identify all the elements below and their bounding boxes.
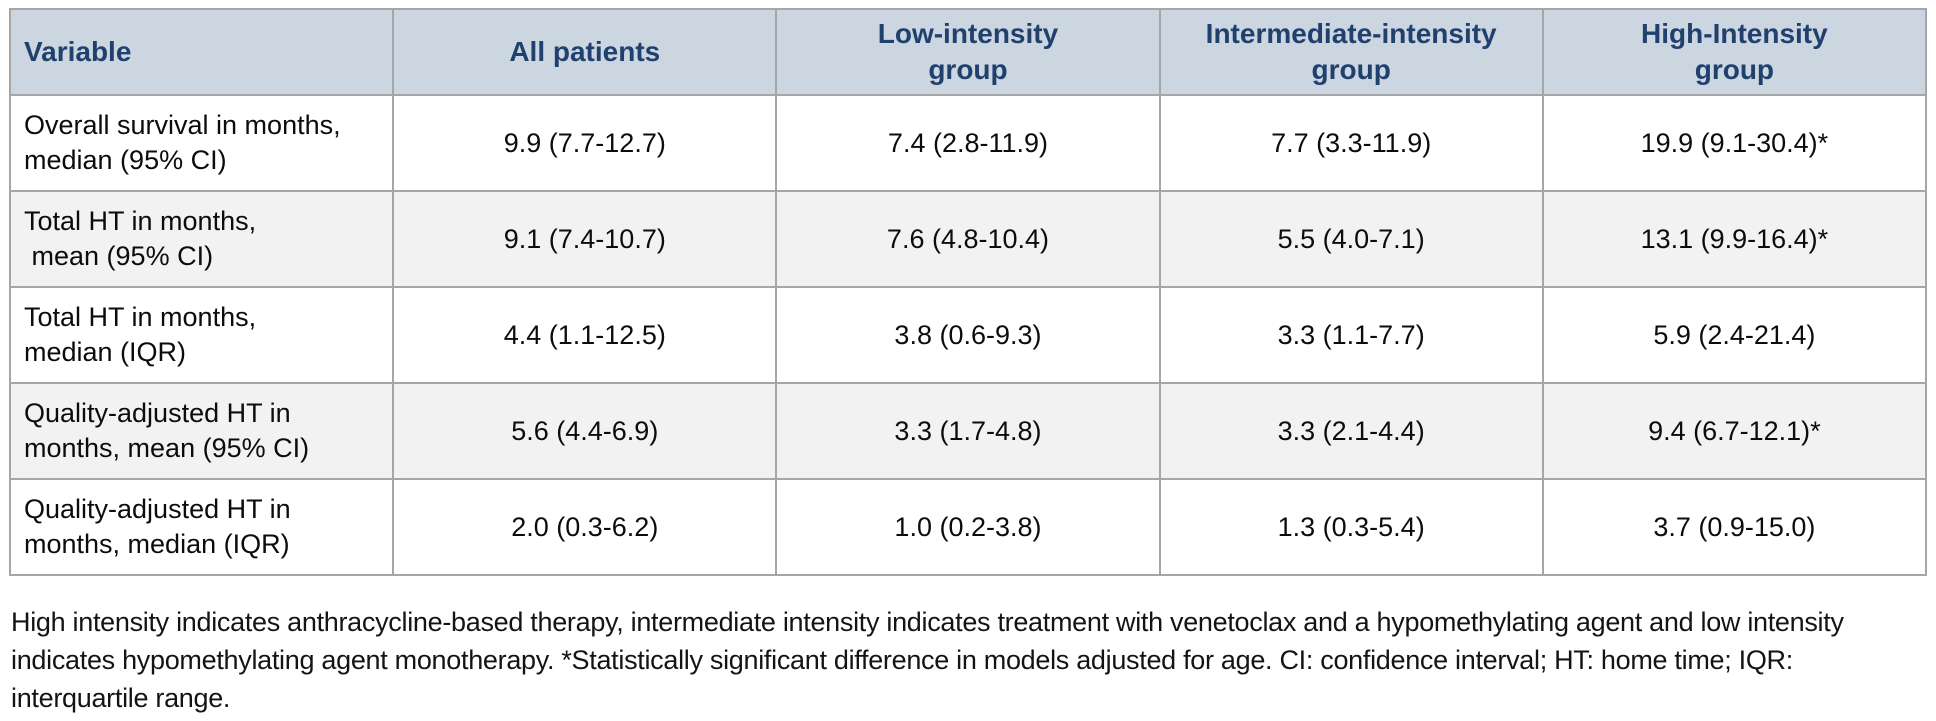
data-cell: 19.9 (9.1-30.4)*: [1541, 94, 1928, 192]
row-label-cell: Total HT in months, median (IQR): [8, 286, 395, 384]
data-cell: 3.8 (0.6-9.3): [775, 286, 1161, 384]
table-row-total-ht-mean: Total HT in months, mean (95% CI) 9.1 (7…: [8, 190, 1928, 288]
results-table: Variable All patients Low-intensity grou…: [8, 8, 1928, 576]
table-row-overall-survival: Overall survival in months, median (95% …: [8, 94, 1928, 192]
row-label-cell: Total HT in months, mean (95% CI): [8, 190, 395, 288]
data-cell: 1.3 (0.3-5.4): [1158, 478, 1544, 576]
column-header-all-patients: All patients: [392, 8, 778, 96]
data-cell: 7.6 (4.8-10.4): [775, 190, 1161, 288]
data-cell: 13.1 (9.9-16.4)*: [1541, 190, 1928, 288]
data-cell: 7.4 (2.8-11.9): [775, 94, 1161, 192]
table-body: Overall survival in months, median (95% …: [8, 94, 1928, 576]
data-cell: 3.3 (1.1-7.7): [1158, 286, 1544, 384]
data-cell: 2.0 (0.3-6.2): [392, 478, 778, 576]
column-header-variable: Variable: [8, 8, 395, 96]
data-cell: 3.3 (1.7-4.8): [775, 382, 1161, 480]
data-cell: 7.7 (3.3-11.9): [1158, 94, 1544, 192]
data-cell: 3.3 (2.1-4.4): [1158, 382, 1544, 480]
table-row-total-ht-median: Total HT in months, median (IQR) 4.4 (1.…: [8, 286, 1928, 384]
data-cell: 1.0 (0.2-3.8): [775, 478, 1161, 576]
data-cell: 5.6 (4.4-6.9): [392, 382, 778, 480]
data-cell: 4.4 (1.1-12.5): [392, 286, 778, 384]
data-cell: 3.7 (0.9-15.0): [1541, 478, 1928, 576]
table-footnote: High intensity indicates anthracycline-b…: [11, 607, 1844, 713]
data-cell: 9.4 (6.7-12.1)*: [1541, 382, 1928, 480]
column-header-high-intensity: High-Intensity group: [1541, 8, 1928, 96]
table-row-quality-adjusted-ht-mean: Quality-adjusted HT in months, mean (95%…: [8, 382, 1928, 480]
data-cell: 9.1 (7.4-10.7): [392, 190, 778, 288]
data-cell: 5.5 (4.0-7.1): [1158, 190, 1544, 288]
header-row: Variable All patients Low-intensity grou…: [8, 8, 1928, 96]
row-label-cell: Quality-adjusted HT in months, median (I…: [8, 478, 395, 576]
table-row-quality-adjusted-ht-median: Quality-adjusted HT in months, median (I…: [8, 478, 1928, 576]
data-cell: 9.9 (7.7-12.7): [392, 94, 778, 192]
column-header-intermediate-intensity: Intermediate-intensity group: [1158, 8, 1544, 96]
row-label-cell: Quality-adjusted HT in months, mean (95%…: [8, 382, 395, 480]
table-header: Variable All patients Low-intensity grou…: [8, 8, 1928, 96]
column-header-low-intensity: Low-intensity group: [775, 8, 1161, 96]
data-cell: 5.9 (2.4-21.4): [1541, 286, 1928, 384]
row-label-cell: Overall survival in months, median (95% …: [8, 94, 395, 192]
